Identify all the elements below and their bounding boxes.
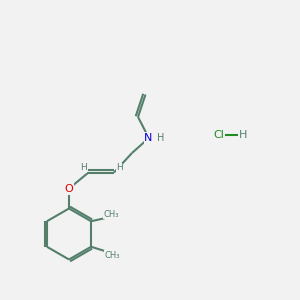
Text: Cl: Cl: [214, 130, 224, 140]
Text: H: H: [239, 130, 247, 140]
Text: H: H: [116, 164, 123, 172]
Text: CH₃: CH₃: [104, 250, 120, 260]
Text: O: O: [64, 184, 74, 194]
Text: H: H: [80, 164, 86, 172]
Text: H: H: [158, 133, 165, 143]
Text: CH₃: CH₃: [103, 210, 119, 219]
Text: N: N: [144, 133, 153, 143]
